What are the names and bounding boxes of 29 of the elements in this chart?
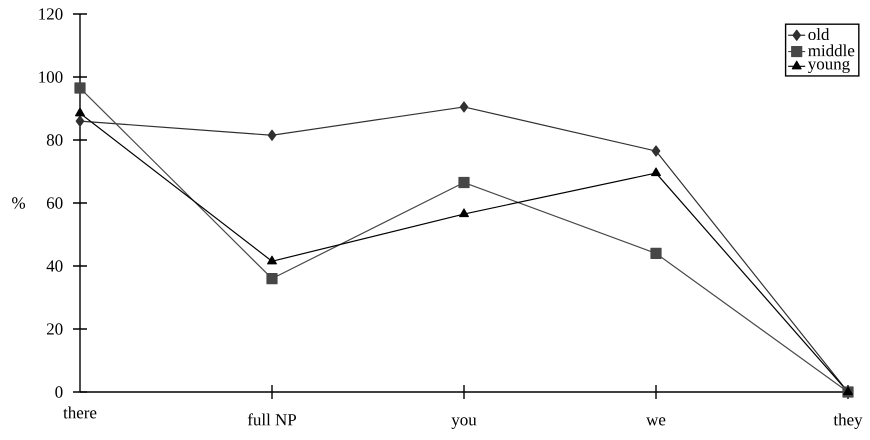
y-tick-label: 120 [39,8,63,20]
y-tick-label: 40 [46,260,63,272]
y-tick-label: 0 [55,386,63,398]
point [75,108,85,116]
y-tick-label: 80 [46,134,63,146]
point [460,101,468,113]
x-tick-label: full NP [248,413,296,426]
legend-label: middle [808,44,854,56]
y-axis-title: % [12,197,26,209]
y-tick-label: 60 [46,197,63,209]
point [267,256,277,264]
point [459,208,469,218]
point [843,386,853,396]
point [651,167,661,176]
y-tick-label: 20 [46,323,63,335]
x-tick-label: they [834,414,863,429]
point [266,273,278,284]
point [74,82,86,94]
legend-label: old [808,28,830,40]
point [458,176,470,188]
x-tick-label: there [63,406,96,418]
point [76,116,84,127]
legend-label: young [808,60,850,74]
point [268,130,276,141]
y-tick-label: 100 [39,71,63,83]
point [650,248,662,259]
x-tick-label: you [452,417,476,429]
x-tick-label: we [646,417,666,426]
point [652,145,660,157]
